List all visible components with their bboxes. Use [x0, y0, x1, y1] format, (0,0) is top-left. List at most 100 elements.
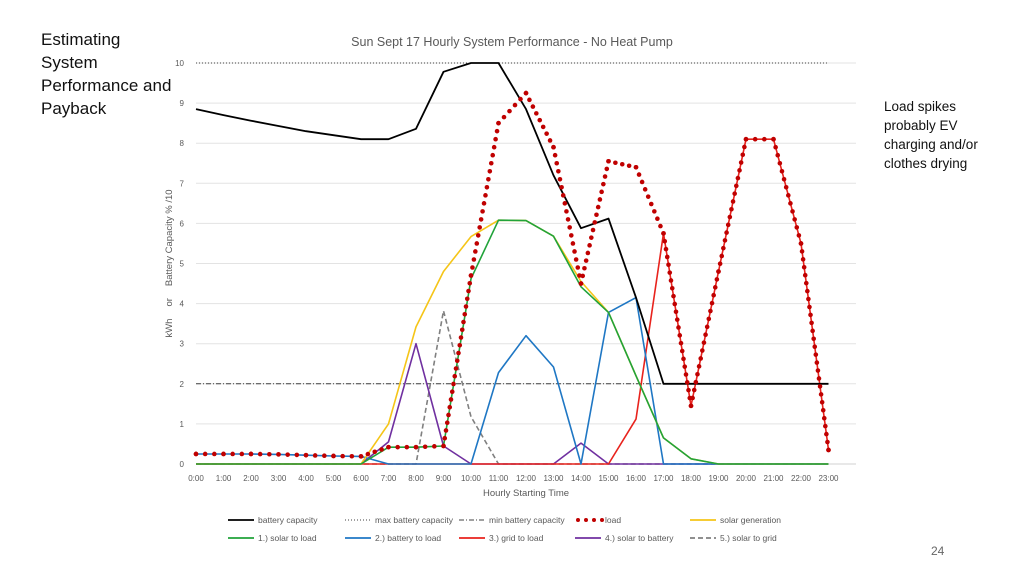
load-dot	[662, 238, 668, 244]
load-dot	[547, 138, 553, 143]
load-dot	[483, 193, 488, 198]
load-dot	[212, 451, 217, 457]
load-dot	[777, 160, 783, 166]
x-tick-label: 22:00	[791, 474, 812, 483]
series-4-solar-to-battery	[196, 342, 829, 465]
load-dot	[464, 296, 470, 302]
load-dot	[454, 358, 460, 364]
load-dot	[583, 258, 589, 263]
load-dot	[714, 277, 720, 282]
load-dot	[432, 444, 437, 449]
load-dot	[673, 309, 679, 315]
y-axis-title-part: or	[164, 298, 175, 306]
load-dot	[818, 392, 824, 397]
load-dot	[807, 304, 812, 310]
x-tick-label: 10:00	[461, 474, 482, 483]
load-dot	[816, 376, 822, 381]
load-dot	[708, 308, 713, 314]
x-tick-label: 9:00	[436, 474, 452, 483]
load-dot	[452, 373, 458, 379]
load-dot	[567, 225, 572, 230]
load-dot	[597, 197, 603, 202]
load-dot	[706, 316, 712, 322]
load-dot	[666, 262, 671, 268]
load-dot	[752, 136, 758, 142]
load-dot	[648, 201, 654, 207]
legend-swatch	[592, 518, 596, 522]
load-dot	[773, 144, 778, 150]
load-dot	[565, 217, 571, 222]
load-dot	[602, 174, 608, 179]
load-dot	[575, 265, 581, 270]
load-dot	[678, 340, 684, 346]
load-point	[303, 452, 309, 458]
load-dot	[669, 285, 675, 291]
load-dot	[812, 344, 818, 350]
load-dot	[717, 261, 723, 267]
load-dot	[601, 181, 606, 187]
load-dot	[786, 193, 791, 198]
x-tick-label: 7:00	[381, 474, 397, 483]
load-dot	[809, 320, 814, 326]
load-dot	[372, 449, 378, 455]
load-dot	[512, 102, 518, 108]
load-dot	[732, 191, 737, 196]
load-dot	[582, 265, 587, 271]
load-point	[276, 452, 281, 457]
legend-item-2-battery-to-load: 2.) battery to load	[345, 533, 441, 543]
load-dot	[783, 185, 789, 190]
load-dot	[719, 253, 725, 259]
x-tick-label: 12:00	[516, 474, 537, 483]
load-dot	[711, 292, 716, 298]
load-dot	[806, 296, 811, 302]
x-tick-label: 15:00	[598, 474, 619, 483]
load-dot	[573, 257, 579, 262]
load-dot	[792, 217, 797, 222]
load-dot	[475, 233, 481, 238]
load-dot	[478, 217, 484, 222]
load-dot	[453, 366, 459, 371]
load-point	[551, 144, 556, 150]
legend-label: 4.) solar to battery	[605, 533, 674, 543]
x-tick-label: 19:00	[708, 474, 729, 483]
load-dot	[587, 243, 592, 248]
x-tick-label: 0:00	[188, 474, 204, 483]
load-dot	[480, 209, 485, 214]
load-dot	[559, 185, 564, 190]
axes: 0 1 2 3 4 5 6 7 8 9 10 0:00 1:00 2:00 3:00 4:00 5:00 6:00…	[164, 59, 856, 499]
load-dot	[457, 342, 463, 348]
load-dot	[379, 447, 384, 452]
series-1-solar-to-load	[196, 219, 829, 465]
load-dot	[814, 360, 820, 365]
load-dot	[463, 304, 469, 309]
load-dot	[698, 356, 704, 361]
legend-item-min-battery-capacity: min battery capacity	[459, 515, 565, 525]
load-dot	[467, 280, 473, 286]
load-dot	[639, 179, 645, 185]
legend-label: load	[605, 515, 621, 525]
x-tick-label: 21:00	[763, 474, 784, 483]
load-dot	[722, 238, 728, 243]
load-dot	[663, 246, 669, 252]
x-tick-label: 18:00	[681, 474, 702, 483]
load-point	[826, 447, 831, 453]
load-dot	[733, 183, 739, 189]
load-dot	[501, 114, 507, 120]
legend-swatch	[584, 518, 588, 522]
load-dot	[490, 152, 496, 158]
load-dot	[322, 453, 327, 459]
load-dot	[672, 301, 678, 307]
legend-label: 1.) solar to load	[258, 533, 317, 543]
load-dot	[572, 249, 577, 254]
load-dot	[340, 453, 345, 459]
legend-label: 2.) battery to load	[375, 533, 441, 543]
load-dot	[285, 452, 290, 457]
load-dot	[312, 453, 318, 458]
load-dot	[738, 160, 744, 165]
load-dot	[824, 431, 829, 437]
load-dot	[811, 336, 816, 342]
load-dot	[459, 327, 465, 333]
load-dot	[592, 220, 598, 225]
load-dot	[540, 124, 546, 130]
series-5-solar-to-grid	[196, 309, 829, 465]
